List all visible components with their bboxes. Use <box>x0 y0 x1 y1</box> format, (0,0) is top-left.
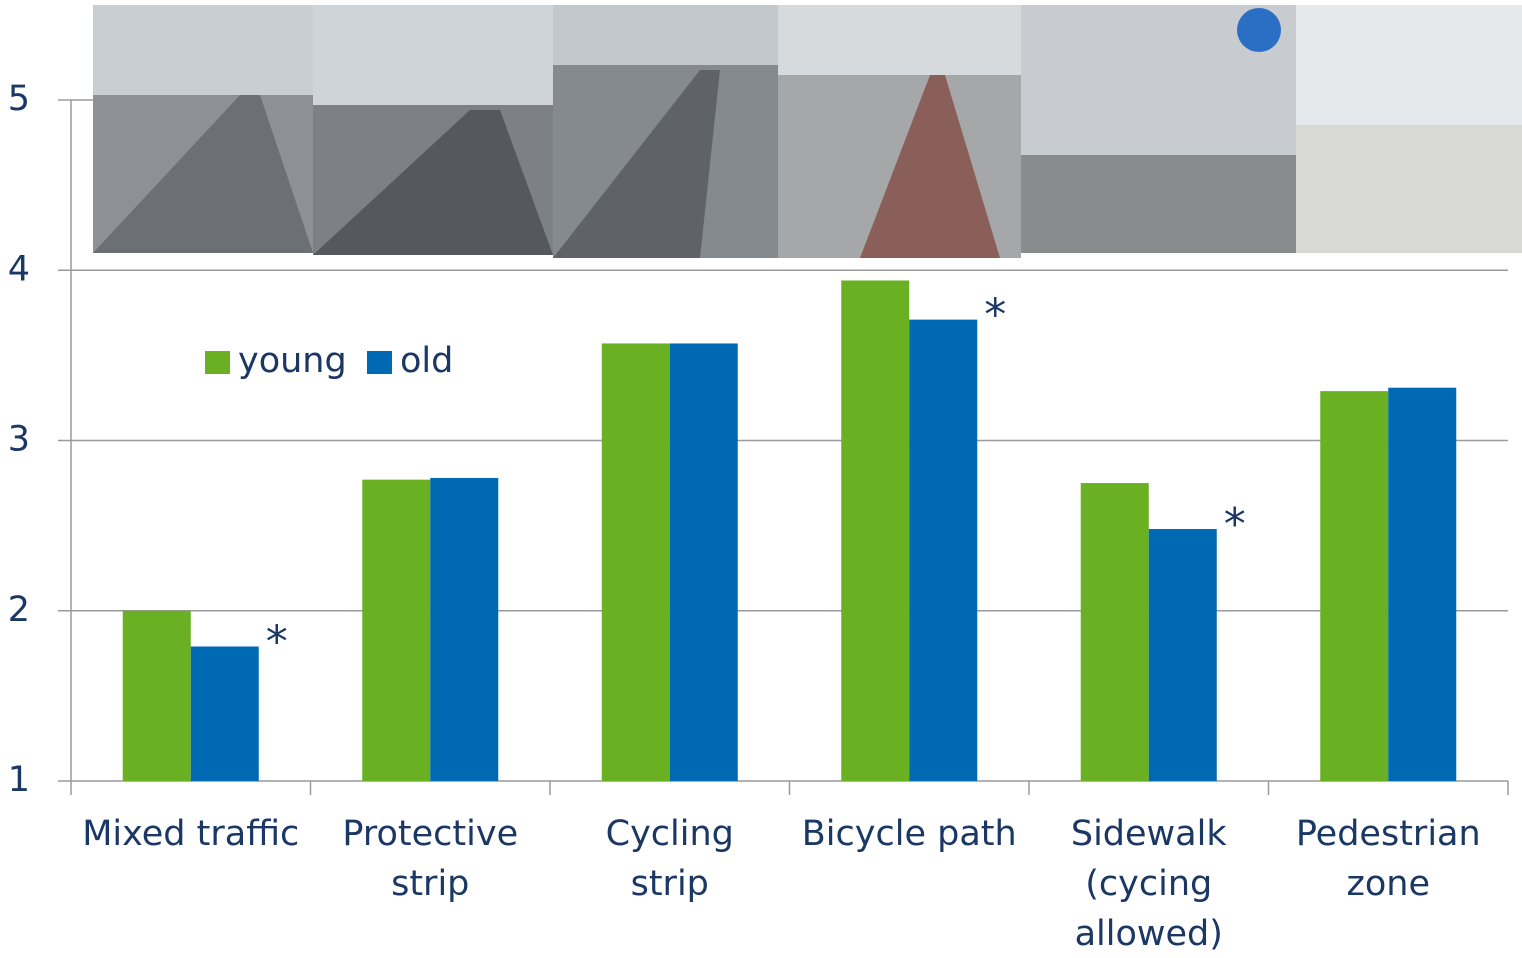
x-tick-label: Pedestrian <box>1296 814 1481 854</box>
significance-mark: * <box>1224 499 1246 550</box>
x-tick-label: Bicycle path <box>802 814 1017 854</box>
significance-mark: * <box>984 290 1006 341</box>
significance-mark: * <box>266 617 288 668</box>
legend-swatch <box>367 351 392 374</box>
legend-label: young <box>238 341 347 381</box>
y-tick-label: 5 <box>8 79 30 119</box>
x-tick-label: allowed) <box>1075 914 1223 954</box>
x-tick-label: Mixed traffic <box>82 814 299 854</box>
y-tick-label: 2 <box>8 590 30 630</box>
x-tick-label: strip <box>391 864 469 904</box>
x-tick-label: zone <box>1346 864 1430 904</box>
y-tick-label: 1 <box>8 760 30 800</box>
bar <box>601 343 670 781</box>
bar <box>122 610 191 781</box>
x-tick-label: Protective <box>342 814 518 854</box>
x-tick-label: Sidewalk <box>1071 814 1227 854</box>
y-tick-label: 4 <box>8 249 30 289</box>
bar <box>430 477 499 781</box>
bar <box>841 280 910 781</box>
street-photos <box>93 5 1522 258</box>
bar <box>1388 387 1457 781</box>
legend-label: old <box>400 341 453 381</box>
x-tick-label: Cycling <box>606 814 734 854</box>
bar <box>190 646 259 781</box>
legend-swatch <box>205 351 230 374</box>
bar <box>1320 391 1389 781</box>
bar <box>909 319 978 781</box>
x-tick-label: (cycing <box>1085 864 1212 904</box>
bar <box>669 343 738 781</box>
bar <box>362 479 431 781</box>
x-tick-label: strip <box>631 864 709 904</box>
bar <box>1148 529 1217 781</box>
y-tick-label: 3 <box>8 420 30 460</box>
bar <box>1080 483 1149 781</box>
